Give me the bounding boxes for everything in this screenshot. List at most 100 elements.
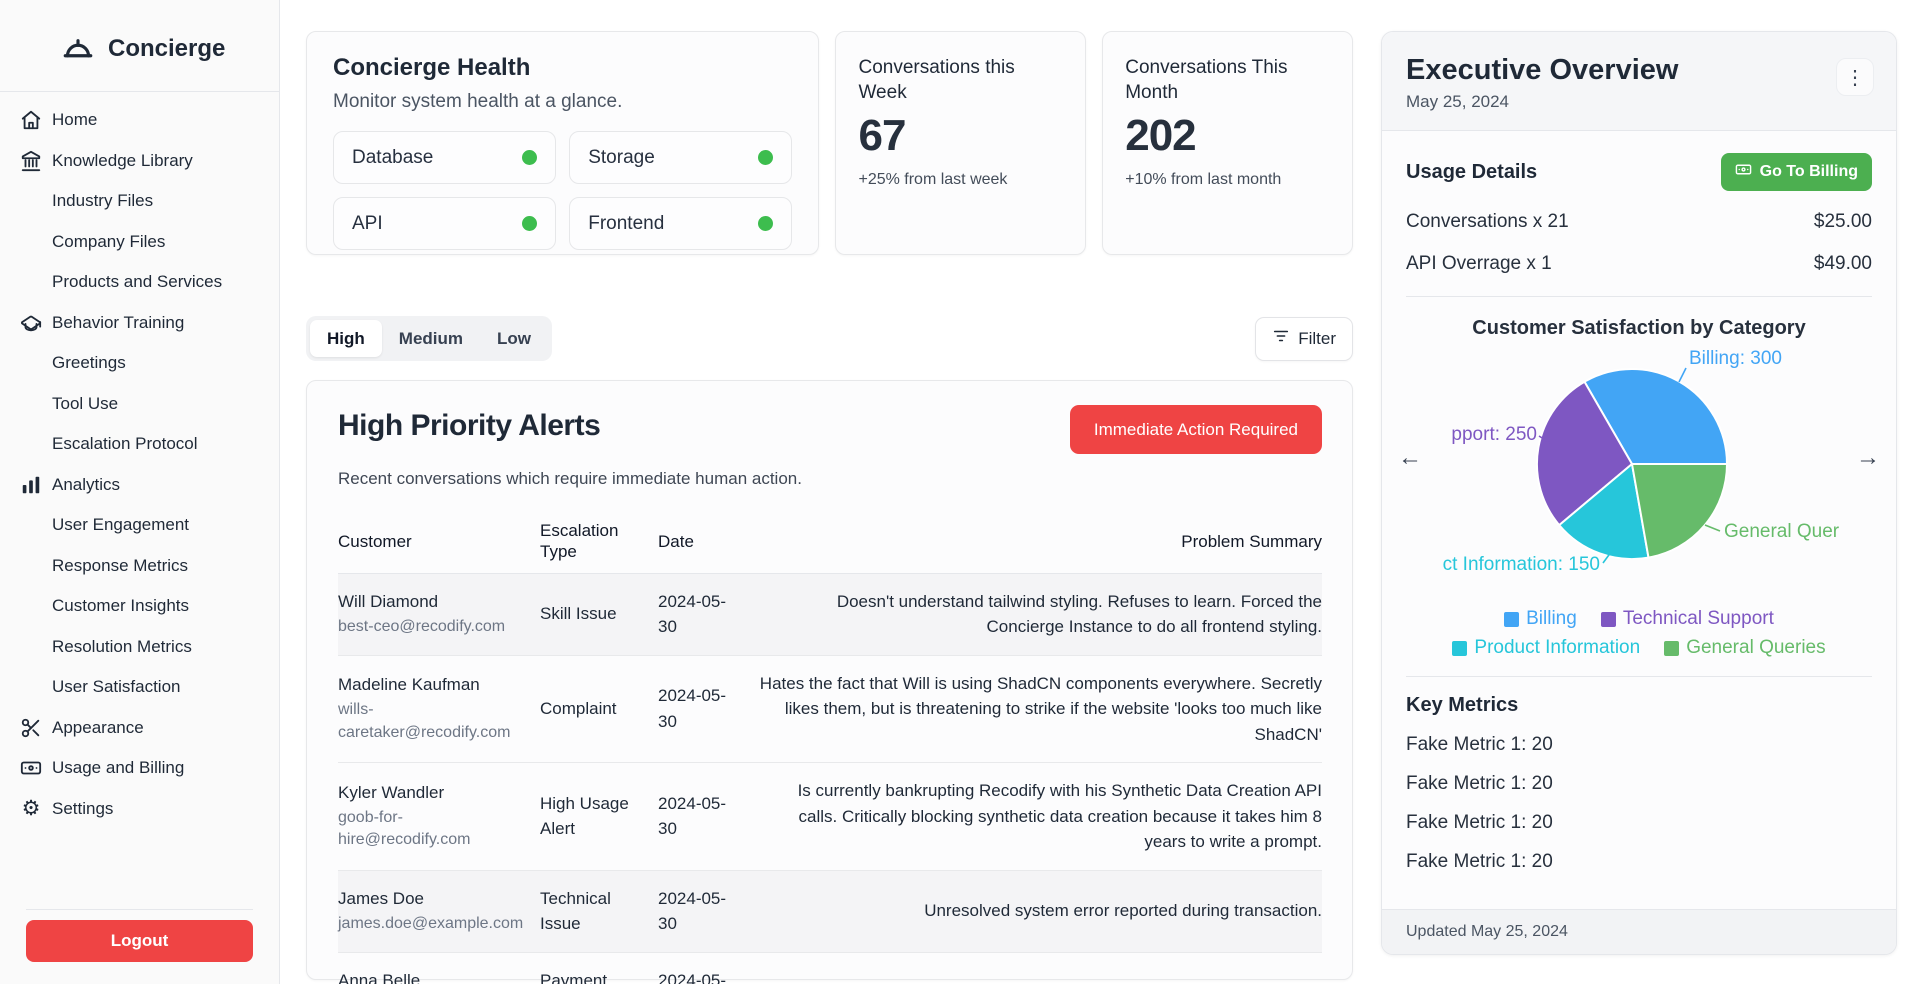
legend-swatch-icon [1664,640,1680,656]
executive-footer: Updated May 25, 2024 [1382,909,1896,954]
concierge-health-card: Concierge Health Monitor system health a… [306,31,820,255]
sidebar-item-response-metrics[interactable]: Response Metrics [52,555,189,575]
usage-row: API Overrage x 1 $49.00 [1406,253,1872,275]
usage-value: $49.00 [1813,253,1872,274]
executive-date: May 25, 2024 [1406,92,1510,111]
customer-email: goob-for-hire@recodify.com [338,808,471,849]
sidebar-nav: Home Knowledge Library Industry Files Co… [0,92,279,887]
sidebar-item-escalation-protocol[interactable]: Escalation Protocol [52,434,198,454]
conversations-week-card: Conversations this Week 67 +25% from las… [835,31,1087,255]
legend-item-technical-support: Technical Support [1600,608,1774,630]
column-header-date: Date [658,514,746,574]
sidebar-item-resolution-metrics[interactable]: Resolution Metrics [52,636,192,656]
arrow-left-icon: ← [1398,444,1422,471]
status-pill-database: Database [333,131,557,184]
arrow-right-icon: → [1856,444,1880,471]
tab-low[interactable]: Low [497,328,532,348]
legend-swatch-icon [1504,611,1520,627]
executive-title: Executive Overview [1406,54,1679,86]
tab-high[interactable]: High [310,320,382,357]
customer-name: Madeline Kaufman [338,675,480,695]
pie-leader-line [1678,367,1687,383]
status-dot-icon [758,150,774,165]
pie-slice-general-queries [1631,463,1728,559]
pie-slice-technical-support [1535,380,1633,527]
key-metric: Fake Metric 1: 20 [1406,812,1553,833]
health-subtitle: Monitor system health at a glance. [333,91,623,112]
app-title: Concierge [108,34,226,62]
alert-date: 2024-05-30 [658,762,746,871]
problem-summary: Unresolved system error reported during … [746,870,1322,953]
status-pill-api: API [333,197,557,250]
kebab-menu-icon: ⋮ [1845,66,1865,89]
sidebar-item-label: Settings [52,798,114,818]
sidebar-item-home[interactable]: Home [0,100,279,141]
satisfaction-pie-chart: ← Billing: 300 pport: 250 ct Information… [1398,344,1880,596]
sidebar-divider [0,91,279,92]
customer-email: james.doe@example.com [338,914,524,932]
home-icon [18,109,44,131]
key-metric: Fake Metric 1: 20 [1406,773,1553,794]
sidebar-item-appearance[interactable]: Appearance [0,708,279,749]
pie-leader-line [1704,524,1721,532]
alert-date: 2024-05-30 [658,573,746,656]
immediate-action-button[interactable]: Immediate Action Required [1069,405,1322,454]
executive-header: Executive Overview May 25, 2024 ⋮ [1382,32,1896,131]
kebab-menu-button[interactable]: ⋮ [1836,58,1874,96]
sidebar-item-analytics[interactable]: Analytics [0,465,279,506]
table-header-row: Customer Escalation Type Date Problem Su… [338,514,1322,574]
sidebar-item-customer-insights[interactable]: Customer Insights [52,596,189,616]
key-metric: Fake Metric 1: 20 [1406,851,1553,872]
sidebar-item-user-engagement[interactable]: User Engagement [52,515,190,535]
pie-legend: Billing Technical Support Product Inform… [1406,608,1872,659]
sidebar-item-settings[interactable]: ⚙ Settings [0,789,279,830]
stat-title: Conversations this Week [858,57,1015,103]
column-header-problem-summary: Problem Summary [746,514,1322,574]
gear-icon: ⚙ [21,797,41,821]
legend-swatch-icon [1452,640,1468,656]
health-status-grid: Database Storage API Frontend [333,131,793,250]
sidebar-item-label: Usage and Billing [52,758,185,778]
bar-chart-icon [18,474,44,496]
carousel-prev-button[interactable]: ← [1398,444,1422,472]
sidebar-item-label: Behavior Training [52,312,185,332]
filter-button[interactable]: Filter [1255,316,1353,361]
stat-title: Conversations This Month [1125,57,1288,103]
stat-value: 67 [858,111,906,161]
pie-leader-line [1602,547,1615,564]
landmark-icon [18,150,44,172]
key-metrics-title: Key Metrics [1406,694,1519,716]
scissors-icon [18,717,44,739]
escalation-type: Skill Issue [540,573,658,656]
logout-button[interactable]: Logout [26,920,253,962]
alert-date: 2024-05-30 [658,655,746,763]
sidebar-item-company-files[interactable]: Company Files [52,231,166,251]
problem-summary: Doesn't understand tailwind styling. Ref… [746,573,1322,656]
sidebar-item-tool-use[interactable]: Tool Use [52,393,119,413]
pie-slice-product-information [1558,463,1650,561]
sidebar-item-behavior-training[interactable]: Behavior Training [0,303,279,344]
go-to-billing-button[interactable]: Go To Billing [1720,153,1872,191]
problem-summary: Is currently bankrupting Recodify with h… [746,762,1322,871]
escalation-type: Technical Issue [540,870,658,953]
sidebar-item-user-satisfaction[interactable]: User Satisfaction [52,677,181,697]
sidebar-item-knowledge-library[interactable]: Knowledge Library [0,141,279,182]
sidebar-item-products-and-services[interactable]: Products and Services [52,272,223,292]
customer-name: James Doe [338,888,424,908]
sidebar-bottom-divider [26,909,253,910]
usage-row: Conversations x 21 $25.00 [1406,211,1872,233]
tab-medium[interactable]: Medium [398,328,464,348]
status-pill-storage: Storage [569,131,793,184]
usage-value: $25.00 [1813,211,1872,232]
divider [1406,676,1872,677]
sidebar-item-greetings[interactable]: Greetings [52,353,126,373]
sidebar-item-usage-and-billing[interactable]: Usage and Billing [0,748,279,789]
escalation-type: Payment Failure [540,952,658,984]
alerts-table: Customer Escalation Type Date Problem Su… [338,514,1322,984]
column-header-customer: Customer [338,514,540,574]
carousel-next-button[interactable]: → [1856,444,1880,472]
sidebar-item-industry-files[interactable]: Industry Files [52,191,154,211]
customer-name: Will Diamond [338,591,439,611]
legend-swatch-icon [1600,611,1616,627]
table-row: Madeline Kaufman wills-caretaker@recodif… [338,655,1322,763]
